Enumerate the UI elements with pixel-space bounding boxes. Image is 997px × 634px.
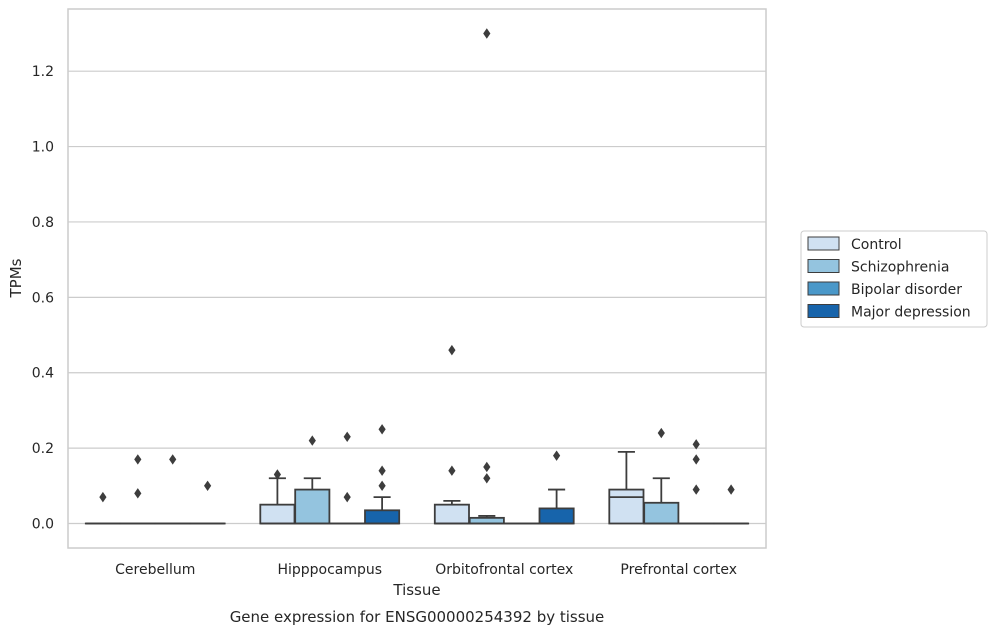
x-tick-label: Orbitofrontal cortex [435, 562, 573, 578]
box [364, 509, 401, 525]
box-group [713, 484, 750, 525]
box-group [433, 344, 470, 525]
outlier-point [657, 427, 665, 439]
box [433, 503, 470, 525]
outlier-point [483, 473, 491, 484]
outlier-point [483, 461, 491, 473]
outlier-point [378, 465, 386, 476]
legend-entry-label: Bipolar disorder [851, 282, 962, 298]
outlier-point [308, 435, 316, 446]
outlier-point [343, 431, 351, 443]
outlier-point [378, 424, 386, 435]
box-group [189, 480, 226, 525]
chart-caption: Gene expression for ENSG00000254392 by t… [230, 608, 605, 626]
y-axis-label: TPMs [7, 258, 25, 298]
box [538, 507, 575, 525]
legend-swatch [807, 281, 840, 296]
x-tick-label: Hipppocampus [277, 562, 382, 578]
outlier-point [169, 454, 177, 465]
outlier-point [99, 491, 107, 503]
outlier-point [204, 480, 212, 492]
box [608, 488, 645, 525]
box [259, 503, 296, 525]
x-tick-label: Prefrontal cortex [620, 562, 737, 578]
legend-entry-label: Schizophrenia [851, 260, 949, 276]
box-group [154, 454, 191, 525]
box-groups [84, 28, 750, 525]
y-tick-label: 0.2 [32, 441, 54, 457]
box-group [643, 427, 680, 525]
outlier-point [343, 491, 351, 503]
legend-frame [800, 230, 988, 328]
outlier-point [134, 454, 142, 465]
box-group [259, 469, 296, 525]
y-tick-label: 0.8 [32, 215, 54, 231]
y-tick-label: 0.4 [32, 366, 54, 382]
legend: Control Schizophrenia Bipolar disorder Majo… [800, 230, 988, 328]
y-tick-label: 0.6 [32, 290, 54, 306]
x-axis-ticks: Cerebellum Hipppocampus Orbitofrontal cort… [115, 562, 737, 578]
outlier-point [134, 488, 142, 499]
outlier-point [692, 454, 700, 465]
plot-frame [67, 8, 767, 549]
legend-entry-label: Major depression [851, 305, 971, 321]
outlier-point [553, 450, 561, 461]
y-axis-ticks: 0.0 0.2 0.4 0.6 0.8 1.0 1.2 [32, 64, 54, 532]
box-group [84, 491, 121, 525]
legend-entry-label: Control [851, 237, 902, 253]
box-group [364, 424, 401, 525]
y-tick-label: 0.0 [32, 517, 54, 533]
grid-lines [68, 70, 766, 525]
outlier-point [378, 480, 386, 492]
box [294, 488, 331, 525]
outlier-point [273, 469, 281, 480]
outlier-point [727, 484, 735, 495]
box-group [119, 454, 156, 525]
legend-swatch [807, 259, 840, 273]
box-group [329, 431, 366, 525]
outlier-point [448, 344, 456, 356]
box-group [608, 450, 645, 525]
y-tick-label: 1.0 [32, 140, 54, 156]
outlier-point [692, 484, 700, 495]
box-group [538, 450, 575, 525]
box-group [468, 28, 505, 525]
outlier-point [692, 439, 700, 450]
y-tick-label: 1.2 [32, 64, 54, 80]
legend-swatch [807, 304, 840, 318]
box [643, 501, 680, 525]
x-tick-label: Cerebellum [115, 562, 195, 578]
x-axis-label: Tissue [392, 581, 440, 599]
box-group [678, 439, 715, 525]
outlier-point [448, 465, 456, 476]
legend-swatch [807, 236, 840, 251]
box-group [294, 435, 331, 525]
outlier-point [483, 28, 491, 39]
